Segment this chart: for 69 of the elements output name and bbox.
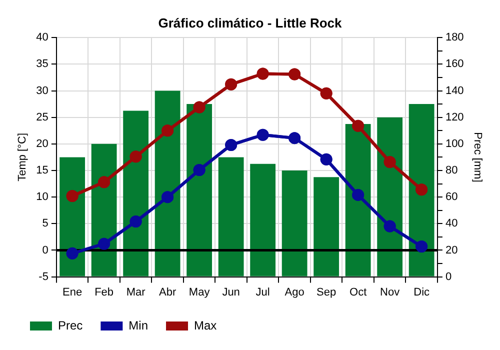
y-tick-label: 40 xyxy=(36,32,48,44)
y-tick-label: -5 xyxy=(38,270,48,283)
point xyxy=(320,153,332,166)
x-tick-label: Ene xyxy=(62,286,82,298)
x-tick-label: Oct xyxy=(350,286,367,298)
y2-tick-label: 140 xyxy=(445,84,464,97)
legend-label: Prec xyxy=(58,318,83,332)
point xyxy=(130,216,142,228)
y-tick-label: 15 xyxy=(36,164,48,177)
y-tick-label: 30 xyxy=(36,84,48,97)
point xyxy=(162,124,174,137)
point xyxy=(352,188,364,201)
x-tick-label: Mar xyxy=(126,286,146,298)
bar xyxy=(218,157,244,276)
point xyxy=(193,101,206,114)
y-tick-label: 35 xyxy=(36,58,48,70)
point xyxy=(130,150,142,163)
x-tick-label: Jun xyxy=(222,286,240,298)
y2-tick-label: 120 xyxy=(445,111,464,124)
bar xyxy=(186,104,212,276)
y2-tick-label: 160 xyxy=(445,58,464,70)
y2-tick-label: 80 xyxy=(445,164,458,177)
x-tick-label: Dic xyxy=(414,286,430,298)
chart-title: Gráfico climático - Little Rock xyxy=(158,15,343,30)
point xyxy=(256,128,269,141)
point xyxy=(66,247,78,260)
x-tick-label: Abr xyxy=(159,286,176,298)
y2-axis-title: Prec [mm] xyxy=(471,132,484,182)
point xyxy=(352,120,364,132)
y-tick-label: 25 xyxy=(36,111,48,124)
y2-tick-label: 20 xyxy=(445,244,458,256)
point xyxy=(288,132,301,144)
bar xyxy=(250,164,276,276)
point xyxy=(416,184,428,196)
point xyxy=(384,220,396,232)
point xyxy=(193,164,206,176)
bar xyxy=(408,104,434,276)
point xyxy=(98,176,110,188)
y2-tick-label: 100 xyxy=(445,138,464,150)
bar xyxy=(314,177,340,276)
point xyxy=(66,190,78,202)
x-tick-label: May xyxy=(188,286,210,298)
x-tick-label: Jul xyxy=(256,286,270,298)
x-tick-label: Nov xyxy=(380,286,400,298)
point xyxy=(225,78,238,90)
point xyxy=(162,191,174,204)
y-axis-title: Temp [°C] xyxy=(16,132,29,182)
y-tick-label: 20 xyxy=(36,138,48,150)
bar xyxy=(345,124,371,276)
y2-tick-label: 0 xyxy=(445,270,452,283)
point xyxy=(416,240,428,252)
bar xyxy=(282,170,308,276)
point xyxy=(98,238,110,250)
y2-tick-label: 60 xyxy=(445,191,458,204)
point xyxy=(320,87,332,100)
x-tick-label: Sep xyxy=(316,286,336,298)
legend-label: Max xyxy=(194,318,217,332)
x-tick-label: Ago xyxy=(284,286,304,298)
point xyxy=(225,138,238,151)
y-tick-label: 10 xyxy=(36,191,48,204)
point xyxy=(288,68,301,80)
y-tick-label: 5 xyxy=(42,218,48,230)
legend-label: Min xyxy=(128,318,148,332)
point xyxy=(256,68,269,80)
y2-tick-label: 180 xyxy=(445,32,464,44)
point xyxy=(384,156,396,168)
y-tick-label: 0 xyxy=(42,244,48,256)
y2-tick-label: 40 xyxy=(445,218,458,230)
x-tick-label: Feb xyxy=(94,286,114,298)
